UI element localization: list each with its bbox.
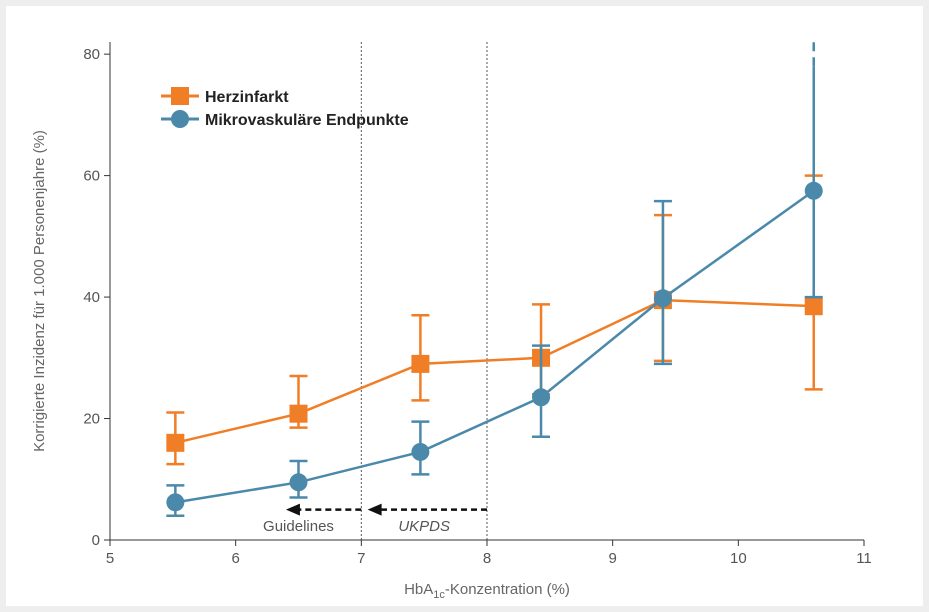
data-point-circle [653, 289, 672, 308]
legend-swatch-mikro-marker [171, 110, 189, 128]
x-tick-label: 8 [483, 550, 491, 567]
data-point-circle [532, 388, 551, 407]
series-mikrovaskulaere [166, 40, 823, 517]
y-tick-label: 60 [83, 168, 100, 185]
annotation-label: UKPDS [398, 518, 450, 535]
x-tick-label: 5 [106, 550, 114, 567]
y-ticks: 0 20 40 60 80 [83, 46, 110, 549]
arrows [285, 503, 487, 516]
legend-swatch-herzinfarkt-marker [171, 87, 189, 105]
data-point-circle [411, 442, 430, 461]
x-tick-label: 6 [231, 550, 239, 567]
data-point-circle [166, 493, 185, 512]
x-axis-title: HbA1c-Konzentration (%) [404, 581, 570, 601]
arrow-head [285, 503, 300, 516]
legend-label-mikro: Mikrovaskuläre Endpunkte [205, 112, 409, 129]
x-tick-label: 10 [730, 550, 747, 567]
series-herzinfarkt [166, 174, 823, 466]
y-tick-label: 80 [83, 46, 100, 63]
reference-lines [360, 42, 488, 540]
chart-frame: 5 6 7 8 9 10 11 0 20 40 60 80 Guidelines UKPDS Herz… [6, 6, 923, 606]
data-point-circle [289, 473, 308, 492]
legend: Herzinfarkt Mikrovaskuläre Endpunkte [161, 87, 409, 129]
y-tick-label: 40 [83, 289, 100, 306]
data-point-square [289, 404, 308, 423]
data-point-square [411, 354, 430, 373]
data-point-square [804, 297, 823, 316]
annotations: Guidelines UKPDS [263, 518, 450, 535]
y-tick-label: 0 [92, 532, 100, 549]
x-tick-label: 11 [856, 550, 872, 567]
series-group [166, 40, 823, 517]
series-line [175, 298, 814, 445]
annotation-label: Guidelines [263, 518, 334, 535]
data-point-square [166, 433, 185, 452]
y-tick-label: 20 [83, 411, 100, 428]
series-line [175, 189, 815, 504]
x-ticks: 5 6 7 8 9 10 11 [106, 540, 872, 567]
chart: 5 6 7 8 9 10 11 0 20 40 60 80 Guidelines UKPDS Herz… [31, 40, 872, 601]
x-tick-label: 7 [357, 550, 365, 567]
arrow-head [367, 503, 382, 516]
x-tick-label: 9 [608, 550, 616, 567]
legend-label-herzinfarkt: Herzinfarkt [205, 89, 289, 106]
y-axis-title: Korrigierte Inzidenz für 1.000 Personenj… [31, 130, 48, 452]
data-point-circle [804, 181, 823, 200]
